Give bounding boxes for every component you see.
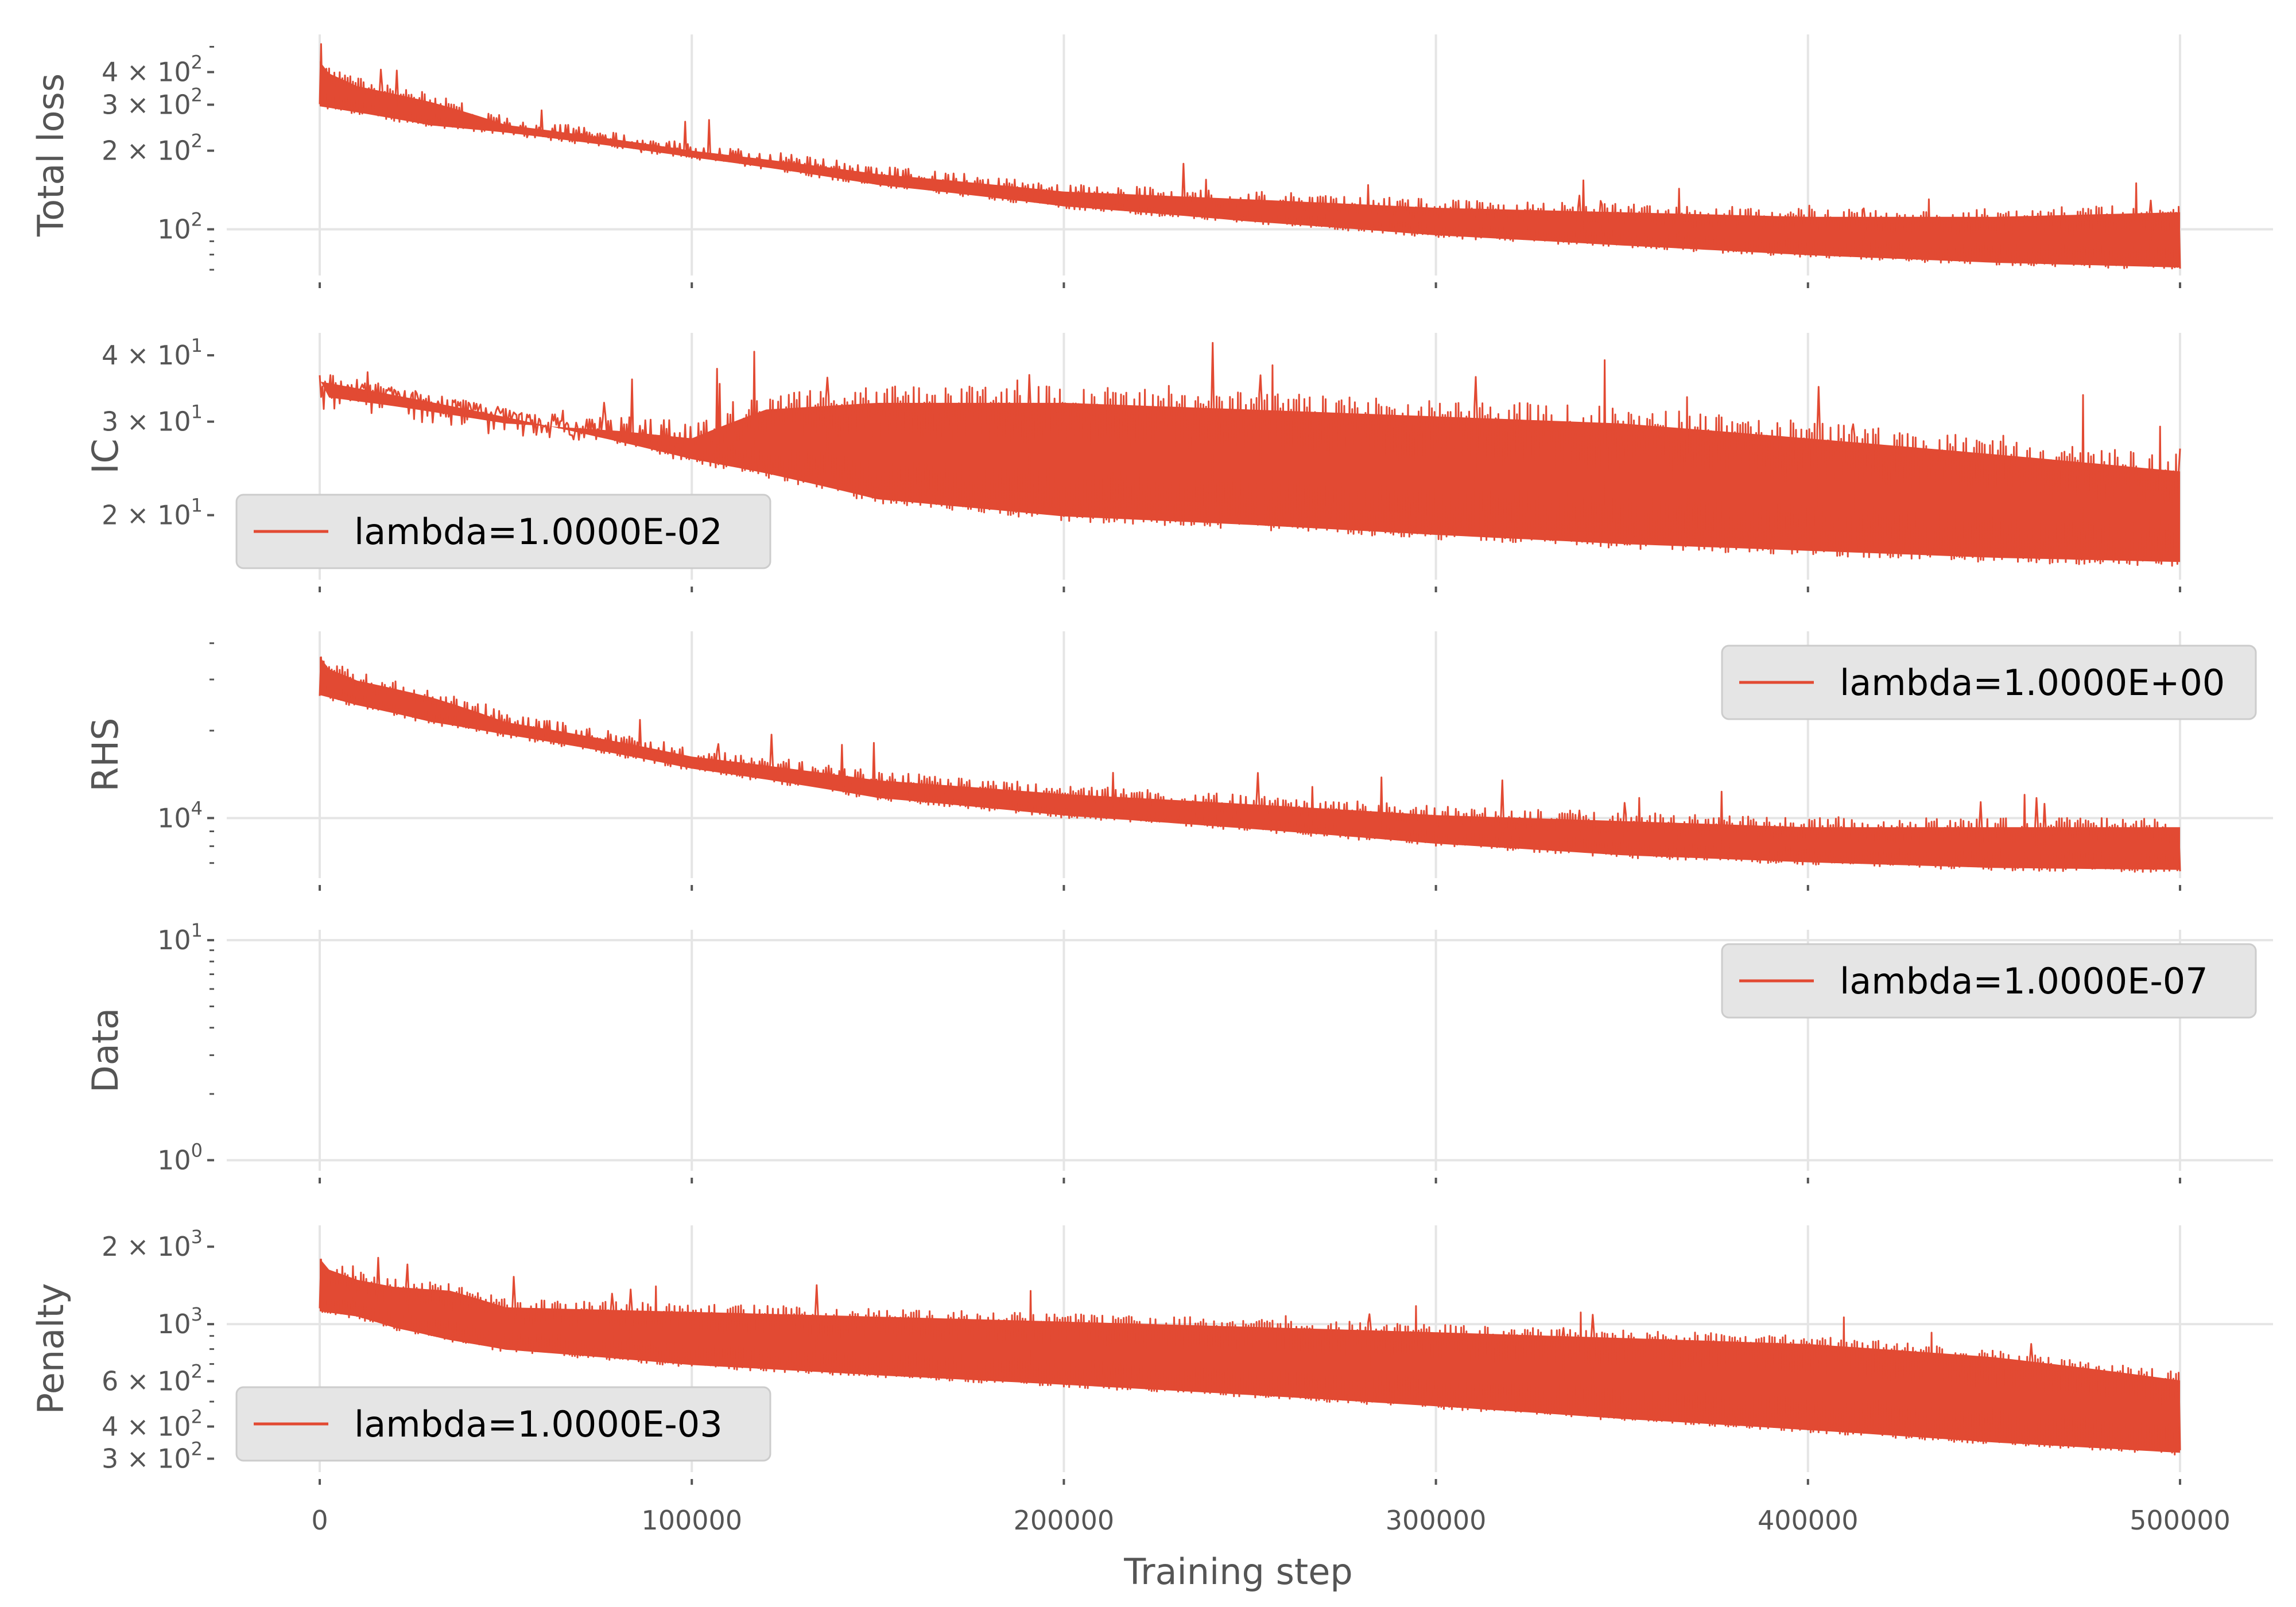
x-tick-label: 400000: [1758, 1505, 1859, 1536]
y-axis-title: IC: [84, 438, 126, 474]
y-axis-title: RHS: [84, 717, 126, 791]
series-line: [319, 341, 2181, 567]
legend-label: lambda=1.0000E-03: [354, 1403, 723, 1445]
y-tick-label: 3 × 102: [102, 1438, 203, 1474]
legend-label: lambda=1.0000E+00: [1840, 662, 2225, 704]
y-axis-title: Total loss: [30, 73, 72, 237]
x-tick-label: 200000: [1014, 1505, 1115, 1536]
x-axis-title: Training step: [1123, 1551, 1352, 1593]
x-tick-label: 0: [311, 1505, 328, 1536]
y-tick-label: 3 × 101: [102, 401, 203, 437]
y-axis-title: Penalty: [30, 1283, 72, 1415]
y-tick-label: 4 × 101: [102, 335, 203, 371]
y-tick-label: 4 × 102: [102, 52, 203, 88]
y-tick-label: 2 × 102: [102, 130, 203, 166]
panel-rhs: 104 RHS lambda=1.0000E+00: [84, 631, 2273, 891]
y-tick-label: 4 × 102: [102, 1406, 203, 1442]
x-tick-label: 300000: [1386, 1505, 1487, 1536]
legend: lambda=1.0000E-03: [235, 1386, 771, 1462]
series-line: [319, 43, 2181, 270]
y-axis-title: Data: [84, 1008, 126, 1093]
x-tick-label: 500000: [2130, 1505, 2231, 1536]
y-tick-label: 102: [157, 209, 203, 245]
series-line: [319, 1257, 2181, 1455]
legend-box: [1721, 645, 2257, 720]
panel-ic: 2 × 101 3 × 101 4 × 101 IC lambda=1.0000E-02: [84, 333, 2181, 592]
y-tick-label: 2 × 103: [102, 1226, 203, 1262]
y-tick-label: 101: [157, 919, 203, 956]
legend: lambda=1.0000E-07: [1721, 943, 2257, 1019]
series-line: [319, 656, 2181, 873]
legend: lambda=1.0000E+00: [1721, 645, 2257, 720]
y-tick-label: 6 × 102: [102, 1361, 203, 1397]
y-tick-label: 2 × 101: [102, 495, 203, 531]
legend-box: [235, 1386, 771, 1462]
legend-label: lambda=1.0000E-07: [1840, 960, 2208, 1002]
y-tick-label: 103: [157, 1303, 203, 1340]
legend: lambda=1.0000E-02: [235, 494, 771, 569]
x-tick-label: 100000: [641, 1505, 742, 1536]
y-tick-label: 3 × 102: [102, 84, 203, 120]
legend-box: [235, 494, 771, 569]
legend-box: [1721, 943, 2257, 1019]
y-tick-label: 104: [157, 797, 203, 833]
series-band: [320, 61, 2180, 268]
y-tick-label: 100: [157, 1139, 203, 1175]
panel-data: 100 101 Data lambda=1.0000E-07: [84, 919, 2273, 1183]
legend-label: lambda=1.0000E-02: [354, 511, 723, 553]
